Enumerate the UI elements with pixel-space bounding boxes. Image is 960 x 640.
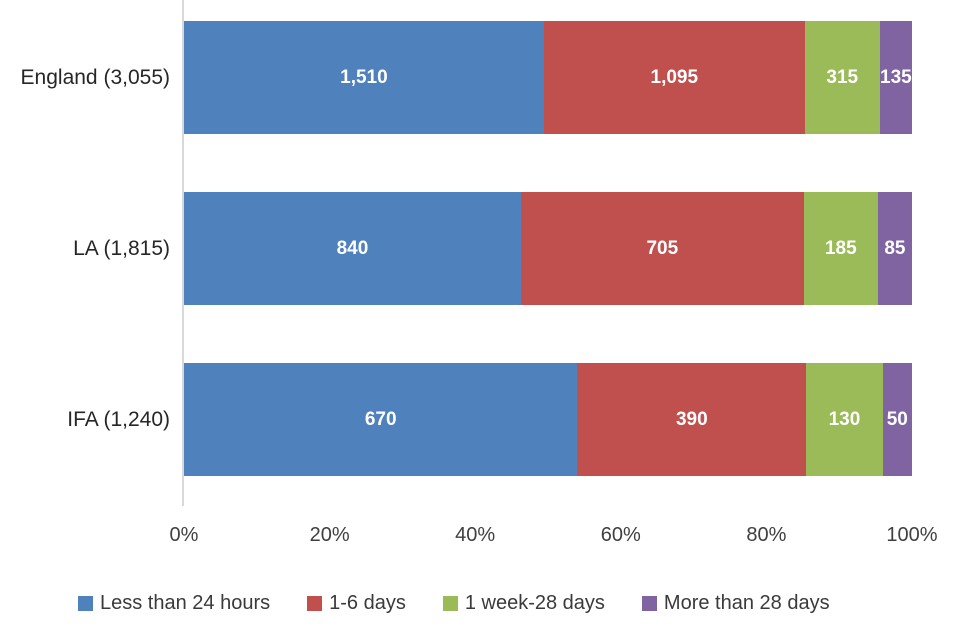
data-label: 840 xyxy=(336,237,369,259)
bar-segment-less-than-24-hours: 670 xyxy=(184,363,578,476)
legend-item-less-than-24-hours: Less than 24 hours xyxy=(78,592,270,615)
x-axis-tick-label: 100% xyxy=(886,524,938,546)
bar-segment-1-week-28-days: 315 xyxy=(804,21,880,134)
bar-segment-less-than-24-hours: 1,510 xyxy=(184,21,544,134)
bar-segment-more-than-28-days: 135 xyxy=(879,21,912,134)
plot-area: England (3,055) 1,510 1,095 315 135 LA (1,815… xyxy=(0,21,912,476)
y-axis-line xyxy=(182,0,184,506)
legend-label: 1-6 days xyxy=(329,592,406,614)
bar-segment-1-week-28-days: 130 xyxy=(806,363,883,476)
bar-segment-more-than-28-days: 85 xyxy=(877,192,912,305)
data-label: 670 xyxy=(364,408,397,430)
legend-swatch-icon xyxy=(307,596,323,611)
bar-row: England (3,055) 1,510 1,095 315 135 xyxy=(0,21,912,134)
x-axis-tick-label: 0% xyxy=(169,524,199,546)
bar-row: LA (1,815) 840 705 185 85 xyxy=(0,192,912,305)
legend-swatch-icon xyxy=(442,596,458,611)
data-label: 390 xyxy=(675,408,708,430)
legend: Less than 24 hours 1-6 days 1 week-28 days… xyxy=(78,592,830,615)
bar-segment-1-6-days: 705 xyxy=(520,192,804,305)
category-label: England (3,055) xyxy=(20,65,170,89)
legend-item-more-than-28-days: More than 28 days xyxy=(641,592,830,615)
bar-segment-1-week-28-days: 185 xyxy=(803,192,878,305)
data-label: 185 xyxy=(824,237,857,259)
data-label: 50 xyxy=(886,408,908,430)
bar-row: IFA (1,240) 670 390 130 50 xyxy=(0,363,912,476)
legend-swatch-icon xyxy=(641,596,657,611)
x-axis: 0% 20% 40% 60% 80% 100% xyxy=(170,524,938,552)
x-axis-tick-label: 60% xyxy=(600,524,641,546)
legend-label: More than 28 days xyxy=(663,592,830,614)
legend-label: 1 week-28 days xyxy=(464,592,605,614)
bar-segment-1-6-days: 390 xyxy=(577,363,807,476)
data-label: 705 xyxy=(646,237,679,259)
stacked-bar: 1,510 1,095 315 135 xyxy=(184,21,912,134)
stacked-bar: 840 705 185 85 xyxy=(184,192,912,305)
bar-segment-1-6-days: 1,095 xyxy=(543,21,805,134)
legend-swatch-icon xyxy=(78,596,93,611)
stacked-bar: 670 390 130 50 xyxy=(184,363,912,476)
data-label: 315 xyxy=(826,66,859,88)
legend-item-1-week-28-days: 1 week-28 days xyxy=(442,592,605,615)
bar-segment-more-than-28-days: 50 xyxy=(882,363,912,476)
category-label: IFA (1,240) xyxy=(67,407,170,431)
x-axis-tick-label: 40% xyxy=(455,524,496,546)
data-label: 1,095 xyxy=(650,66,699,88)
legend-label: Less than 24 hours xyxy=(100,592,271,614)
x-axis-tick-label: 20% xyxy=(309,524,350,546)
data-label: 135 xyxy=(880,66,912,88)
legend-item-1-6-days: 1-6 days xyxy=(307,592,406,615)
x-axis-tick-label: 80% xyxy=(746,524,787,546)
data-label: 85 xyxy=(884,237,906,259)
category-label: LA (1,815) xyxy=(73,236,170,260)
data-label: 130 xyxy=(828,408,861,430)
bar-segment-less-than-24-hours: 840 xyxy=(184,192,521,305)
data-label: 1,510 xyxy=(340,66,388,88)
